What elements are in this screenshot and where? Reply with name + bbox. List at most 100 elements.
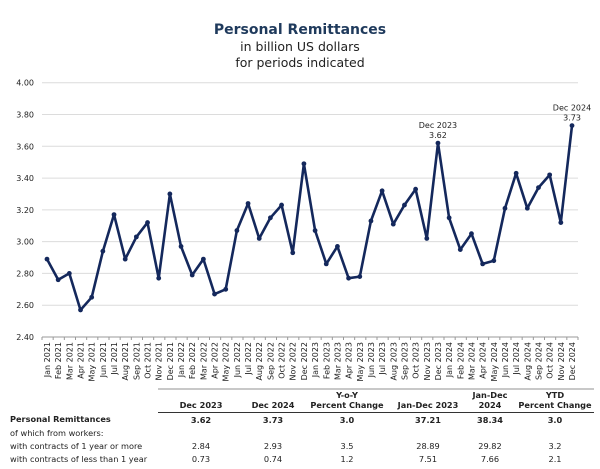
x-tick-label: Feb 2021: [54, 342, 63, 379]
table-cell: 37.21: [415, 414, 441, 425]
y-tick-label: 3.20: [16, 206, 34, 215]
data-point: [89, 294, 95, 300]
x-tick-label: Sep 2022: [266, 342, 275, 380]
table-header-jan-dec-2024: Jan-Dec 2024: [464, 388, 516, 413]
x-tick-label: Nov 2023: [423, 342, 432, 381]
data-point: [156, 275, 162, 281]
data-point: [435, 140, 441, 146]
x-tick-label: Oct 2024: [546, 342, 555, 379]
x-tick-label: Jul 2021: [110, 342, 119, 376]
table-header-row: Dec 2023 Dec 2024 Y-o-Y Percent Change Ja…: [10, 388, 594, 413]
y-tick-label: 3.60: [16, 142, 34, 151]
x-tick-label: Nov 2021: [155, 342, 164, 381]
data-point: [379, 188, 385, 194]
table-cell: [158, 426, 244, 439]
table-cell: 7.51: [418, 453, 438, 464]
x-tick-label: Nov 2022: [289, 342, 298, 381]
x-tick-label: May 2022: [222, 342, 231, 381]
y-tick-label: 2.60: [16, 301, 34, 310]
x-tick-label: Sep 2021: [132, 342, 141, 380]
data-point: [100, 248, 106, 254]
data-point: [256, 236, 262, 241]
x-tick-label: Feb 2024: [456, 342, 465, 379]
data-point: [145, 220, 150, 225]
series-personal-remittances: [44, 123, 575, 313]
table-cell: 3.5: [340, 440, 354, 451]
y-tick-label: 2.40: [16, 333, 34, 342]
chart-title: Personal Remittances: [213, 22, 387, 38]
data-point: [268, 215, 273, 221]
data-point: [323, 261, 329, 267]
data-point: [335, 244, 340, 249]
data-point: [133, 234, 139, 240]
x-tick-label: Oct 2021: [144, 342, 153, 379]
x-axis: Jan 2021 Feb 2021 Mar 2021 Apr 2021 May 2021…: [41, 337, 579, 381]
table-header-dec-2023: Dec 2023: [158, 388, 244, 413]
data-point: [469, 231, 474, 237]
data-point: [55, 277, 61, 283]
x-tick-label: Aug 2024: [523, 342, 532, 381]
table-cell: 2.93: [263, 440, 283, 451]
chart-subtitle-line2: for periods indicated: [235, 55, 365, 70]
table-cell: [392, 426, 464, 439]
data-point: [446, 215, 452, 221]
table-header-ytd: YTD Percent Change: [516, 388, 594, 413]
data-point: [66, 271, 72, 276]
table-cell: 3.62: [190, 414, 212, 425]
table-cell: 3.0: [547, 414, 563, 425]
table-row: with contracts of 1 year or more 2.84 2.93…: [10, 439, 594, 452]
x-tick-label: Mar 2024: [467, 342, 476, 380]
data-point: [122, 256, 128, 262]
chart-title-block: Personal Remittances in billion US dolla…: [0, 22, 600, 71]
x-tick-label: Oct 2022: [278, 342, 287, 379]
y-tick-label: 3.80: [16, 110, 34, 119]
table-cell: 1.2: [340, 453, 354, 464]
y-tick-label: 4.00: [16, 79, 34, 88]
table-cell: 2.84: [191, 440, 211, 451]
x-tick-label: Sep 2023: [400, 342, 409, 380]
x-tick-label: Apr 2022: [211, 342, 220, 379]
table-row: with contracts of less than 1 year 0.73 0.…: [10, 452, 594, 465]
gridlines: [42, 82, 578, 338]
data-point: [569, 123, 575, 129]
data-point: [524, 205, 530, 211]
x-tick-label: May 2021: [88, 342, 97, 381]
table-cell: 29.82: [478, 440, 502, 451]
data-point: [200, 256, 206, 262]
x-tick-label: Apr 2021: [77, 342, 86, 379]
x-tick-label: Nov 2024: [557, 342, 566, 381]
table-cell: 3.0: [339, 414, 355, 425]
x-tick-label: Jun 2021: [99, 342, 108, 378]
x-tick-label: Jan 2024: [445, 342, 454, 378]
x-tick-label: Feb 2022: [188, 342, 197, 379]
data-point: [547, 172, 553, 178]
data-point: [44, 256, 50, 262]
summary-table: Dec 2023 Dec 2024 Y-o-Y Percent Change Ja…: [10, 388, 594, 465]
data-point: [502, 205, 508, 211]
table-cell: [244, 426, 302, 439]
data-point: [167, 191, 173, 197]
x-tick-label: Aug 2023: [389, 342, 398, 381]
table-cell: 2.1: [548, 453, 562, 464]
data-point: [368, 218, 374, 224]
x-tick-label: Jan 2023: [311, 342, 320, 378]
data-point: [301, 161, 307, 167]
table-cell: 3.73: [262, 414, 284, 425]
data-point: [312, 228, 318, 233]
x-tick-label: Feb 2023: [322, 342, 331, 379]
data-point: [357, 274, 363, 280]
data-point: [212, 291, 217, 297]
data-point: [346, 275, 351, 281]
data-point: [178, 244, 184, 249]
x-tick-label: Mar 2021: [65, 342, 74, 380]
table-cell: 3.2: [548, 440, 562, 451]
x-tick-label: Apr 2024: [479, 342, 488, 379]
table-cell: 7.66: [480, 453, 500, 464]
y-tick-label: 3.00: [16, 238, 34, 247]
x-tick-label: Dec 2022: [300, 342, 309, 380]
table-cell: [464, 426, 516, 439]
row-label: Personal Remittances: [10, 414, 111, 425]
table-header-blank: [10, 389, 158, 413]
x-tick-label: Aug 2021: [121, 342, 130, 381]
